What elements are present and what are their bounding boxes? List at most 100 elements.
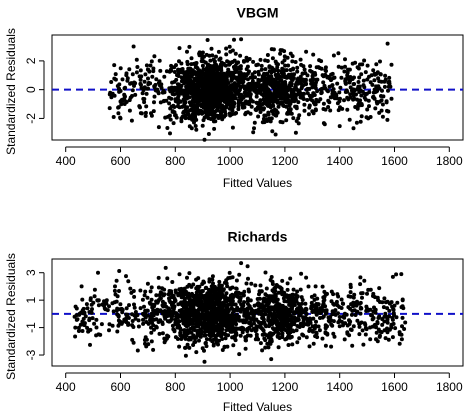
scatter-point — [155, 311, 160, 316]
scatter-point — [188, 74, 193, 79]
scatter-point — [258, 110, 263, 114]
scatter-point — [170, 280, 175, 284]
scatter-point — [130, 94, 134, 98]
scatter-point — [276, 80, 281, 85]
scatter-point — [291, 116, 296, 121]
scatter-point — [266, 306, 271, 311]
scatter-point — [222, 85, 227, 90]
scatter-point — [202, 67, 207, 72]
scatter-point — [229, 90, 234, 95]
scatter-point — [156, 275, 161, 280]
scatter-point — [187, 271, 192, 276]
scatter-point — [132, 302, 136, 307]
scatter-point — [270, 78, 275, 82]
scatter-point — [209, 46, 214, 51]
scatter-point — [205, 81, 210, 86]
scatter-point — [321, 121, 326, 126]
scatter-point — [195, 100, 200, 105]
scatter-point — [230, 285, 235, 290]
scatter-point — [156, 125, 161, 130]
scatter-point — [264, 333, 269, 338]
scatter-point — [107, 322, 112, 327]
scatter-point — [257, 296, 262, 301]
scatter-point — [296, 121, 301, 126]
scatter-point — [136, 324, 141, 329]
scatter-point — [214, 62, 218, 67]
scatter-point — [227, 44, 232, 49]
scatter-point — [246, 276, 250, 281]
scatter-point — [279, 320, 284, 325]
scatter-point — [275, 65, 280, 70]
scatter-point — [313, 323, 318, 328]
scatter-point — [269, 305, 274, 310]
scatter-point — [359, 320, 364, 325]
scatter-point — [286, 343, 291, 347]
scatter-point — [231, 308, 236, 313]
scatter-point — [230, 107, 235, 112]
scatter-point — [382, 84, 387, 89]
scatter-point — [273, 132, 278, 137]
scatter-point — [385, 299, 390, 304]
scatter-point — [149, 339, 154, 344]
scatter-point — [400, 315, 405, 320]
scatter-point — [392, 313, 396, 317]
scatter-point — [170, 80, 175, 85]
scatter-point — [191, 94, 196, 99]
scatter-point — [138, 105, 142, 110]
scatter-point — [252, 303, 257, 308]
scatter-point — [185, 59, 190, 64]
scatter-point — [151, 109, 156, 114]
scatter-point — [366, 287, 371, 292]
scatter-point — [217, 338, 221, 343]
scatter-point — [266, 345, 271, 350]
scatter-point — [212, 126, 217, 131]
scatter-point — [281, 103, 286, 108]
scatter-point — [199, 72, 204, 77]
scatter-point — [201, 118, 206, 123]
scatter-point — [362, 58, 367, 63]
scatter-point — [376, 76, 381, 81]
scatter-point — [162, 301, 167, 306]
scatter-point — [395, 300, 400, 305]
scatter-point — [290, 54, 295, 59]
scatter-point — [95, 298, 100, 303]
scatter-point — [364, 304, 369, 309]
scatter-point — [76, 325, 81, 330]
scatter-point — [124, 320, 129, 324]
scatter-point — [365, 63, 370, 68]
scatter-point — [172, 70, 177, 74]
scatter-point — [124, 73, 129, 78]
scatter-point — [278, 100, 283, 105]
scatter-point — [132, 294, 137, 299]
scatter-point — [302, 315, 306, 320]
scatter-point — [177, 272, 182, 277]
scatter-point — [303, 306, 308, 311]
scatter-point — [368, 325, 373, 330]
scatter-point — [215, 298, 220, 303]
scatter-point — [73, 334, 78, 339]
scatter-point — [117, 269, 122, 273]
scatter-point — [366, 98, 371, 103]
scatter-point — [293, 318, 298, 323]
scatter-point — [265, 71, 270, 76]
scatter-point — [291, 287, 296, 292]
scatter-point — [157, 58, 162, 63]
scatter-point — [116, 111, 121, 116]
scatter-point — [267, 318, 272, 323]
scatter-point — [382, 296, 387, 301]
scatter-point — [243, 112, 248, 117]
scatter-point — [222, 105, 227, 110]
scatter-point — [151, 313, 156, 318]
scatter-point — [118, 66, 123, 71]
scatter-point — [300, 71, 305, 76]
scatter-point — [213, 325, 218, 330]
x-tick-label: 1400 — [326, 380, 353, 394]
scatter-point — [191, 61, 196, 66]
scatter-point — [167, 69, 172, 74]
scatter-point — [221, 96, 226, 101]
scatter-point — [334, 93, 339, 98]
scatter-point — [287, 101, 292, 106]
scatter-point — [317, 328, 322, 333]
scatter-point — [382, 328, 387, 333]
scatter-point — [251, 130, 256, 135]
